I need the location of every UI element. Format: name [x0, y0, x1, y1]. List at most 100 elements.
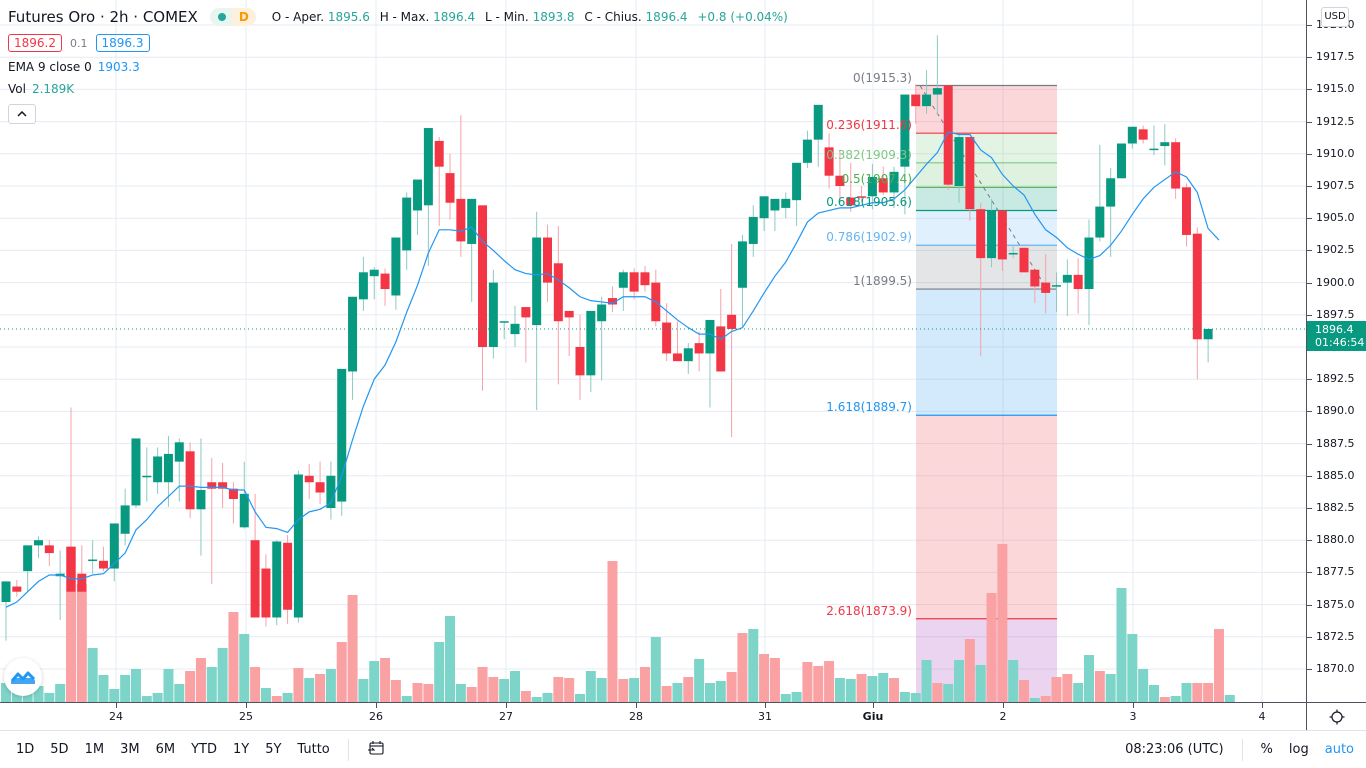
time-tick-mark	[636, 703, 637, 708]
range-button-tutto[interactable]: Tutto	[297, 742, 330, 757]
volume-bar	[618, 679, 629, 702]
candle-up	[683, 348, 693, 362]
currency-button[interactable]: USD	[1321, 7, 1349, 27]
volume-bar	[44, 693, 55, 702]
candle-down	[185, 451, 195, 510]
bottom-toolbar: 1D 5D 1M 3M 6M YTD 1Y 5Y Tutto 08:23:06 (UTC) % …	[0, 730, 1366, 768]
sell-price-button[interactable]: 1896.2	[8, 34, 62, 52]
range-button-1y[interactable]: 1Y	[232, 742, 250, 757]
candle-down	[662, 322, 672, 354]
candle-down	[553, 263, 563, 322]
candle-up	[337, 368, 347, 502]
range-button-3m[interactable]: 3M	[120, 742, 140, 757]
ema-legend[interactable]: EMA 9 close 0 1903.3	[8, 60, 794, 74]
volume-bar	[466, 687, 477, 702]
volume-bar	[55, 684, 66, 702]
time-axis[interactable]: 24 25 26 27 28 31 Giu 2 3 4	[0, 702, 1306, 730]
volume-bar	[1073, 683, 1084, 702]
price-axis[interactable]: USD 1920.01917.51915.01912.51910.01907.5…	[1306, 0, 1366, 702]
volume-bar	[1170, 696, 1181, 702]
price-tick-label: 1902.5	[1316, 243, 1355, 257]
candle-down	[727, 314, 737, 329]
symbol-title[interactable]: Futures Oro · 2h · COMEX	[8, 8, 198, 26]
candle-up	[488, 282, 498, 347]
range-button-5y[interactable]: 5Y	[265, 742, 282, 757]
market-status-badge[interactable]: D	[209, 8, 256, 26]
collapse-legend-button[interactable]	[8, 104, 36, 124]
price-tick-mark	[1307, 250, 1312, 252]
candle-down	[965, 137, 975, 210]
candle-down	[694, 343, 704, 354]
price-chart-canvas[interactable]	[0, 0, 1306, 702]
price-tick-label: 1890.0	[1316, 404, 1355, 418]
candle-up	[510, 323, 520, 335]
volume-bar	[65, 547, 76, 702]
candle-down	[835, 175, 845, 186]
candle-down	[607, 298, 617, 305]
delayed-data-badge[interactable]: D	[231, 8, 256, 26]
volume-bar	[293, 668, 304, 702]
candle-up	[597, 304, 607, 322]
volume-bar	[802, 662, 813, 702]
volume-bar	[1051, 677, 1062, 702]
price-tick-label: 1880.0	[1316, 533, 1355, 547]
time-tick-mark	[506, 703, 507, 708]
volume-bar	[596, 678, 607, 702]
volume-bar	[629, 678, 640, 702]
log-scale-toggle[interactable]: log	[1288, 742, 1309, 757]
volume-bar	[510, 671, 521, 702]
volume-bar	[672, 683, 683, 702]
bar-countdown: 01:46:54	[1315, 336, 1365, 349]
fib-zone	[916, 187, 1057, 211]
auto-scale-toggle[interactable]: auto	[1324, 742, 1354, 757]
range-button-6m[interactable]: 6M	[155, 742, 176, 757]
candle-down	[456, 198, 466, 242]
time-tick-label: 28	[629, 710, 643, 723]
candle-down	[824, 147, 834, 176]
clock-timezone[interactable]: 08:23:06 (UTC)	[1125, 742, 1224, 757]
fib-level-label: 0.382(1909.3)	[826, 147, 912, 162]
fib-zone	[916, 210, 1057, 246]
volume-bar	[488, 677, 499, 702]
fib-level-label: 1(1899.5)	[853, 274, 912, 289]
volume-bar	[250, 667, 261, 702]
time-tick-label: 3	[1129, 710, 1137, 723]
candle-up	[813, 104, 823, 140]
price-tick-label: 1877.5	[1316, 565, 1355, 579]
volume-bar	[380, 658, 391, 702]
range-button-1d[interactable]: 1D	[16, 742, 35, 757]
volume-bar	[1213, 629, 1224, 702]
open-label: O - Aper.	[271, 10, 325, 24]
buy-price-button[interactable]: 1896.3	[95, 34, 150, 52]
candle-down	[66, 546, 76, 592]
date-range-buttons: 1D 5D 1M 3M 6M YTD 1Y 5Y Tutto	[0, 742, 338, 757]
volume-bar	[726, 672, 737, 702]
percent-scale-toggle[interactable]: %	[1260, 742, 1273, 757]
candle-down	[846, 197, 856, 206]
volume-bar	[704, 683, 715, 702]
candle-up	[358, 272, 368, 300]
candle-up	[391, 237, 401, 296]
candle-down	[575, 347, 585, 376]
candle-down	[1171, 142, 1181, 189]
volume-bar	[889, 678, 900, 702]
chart-settings-corner[interactable]	[1306, 702, 1366, 730]
range-button-1m[interactable]: 1M	[84, 742, 105, 757]
range-button-ytd[interactable]: YTD	[191, 742, 217, 757]
volume-bar	[607, 561, 618, 702]
volume-bar	[412, 683, 423, 702]
go-to-date-button[interactable]	[359, 740, 393, 760]
candle-down	[228, 488, 238, 499]
range-button-5d[interactable]: 5D	[50, 742, 69, 757]
chart-pane[interactable]: Futures Oro · 2h · COMEX D O - Aper. 189…	[0, 0, 1306, 702]
candle-up	[1084, 237, 1094, 290]
tradingview-logo-button[interactable]	[4, 658, 42, 696]
volume-legend[interactable]: Vol 2.189K	[8, 82, 794, 96]
volume-bar	[954, 660, 965, 702]
volume-bar	[975, 665, 986, 702]
candle-down	[445, 173, 455, 203]
candle-down	[283, 542, 293, 610]
price-tick-mark	[1307, 186, 1312, 187]
volume-bar	[260, 688, 271, 702]
fib-zone	[916, 289, 1057, 416]
